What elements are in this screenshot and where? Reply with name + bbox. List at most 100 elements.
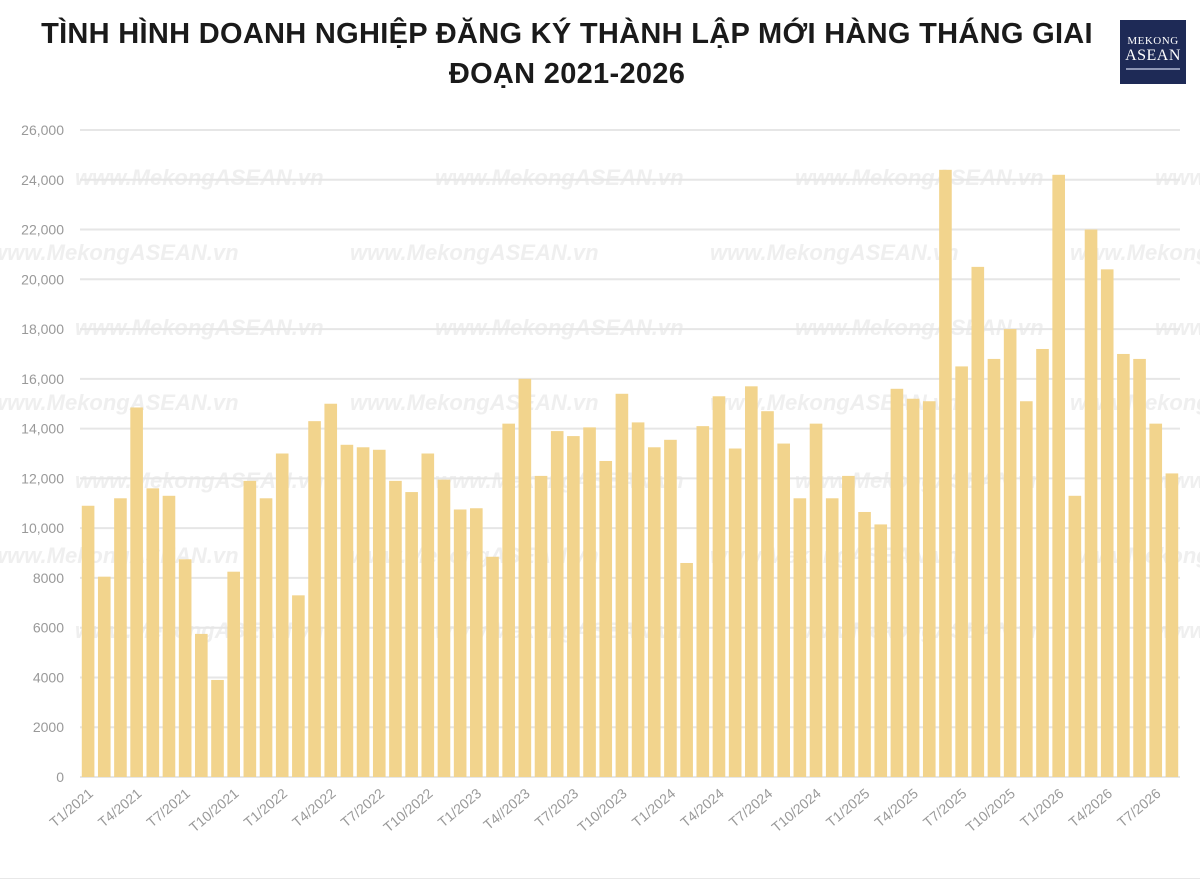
bar-T6-2025 xyxy=(939,169,952,777)
y-tick-label: 0 xyxy=(56,769,64,785)
logo-divider xyxy=(1126,68,1180,70)
bar-T5-2022 xyxy=(340,444,354,777)
bar-T8-2021 xyxy=(195,633,208,777)
bar-T2-2023 xyxy=(486,556,499,777)
bar-T11-2025 xyxy=(1020,401,1033,777)
bar-T8-2026 xyxy=(1165,473,1179,777)
watermark-text: www.MekongASEAN.vn xyxy=(435,165,684,190)
bar-T10-2022 xyxy=(421,453,435,777)
watermark-text: www.MekongASEAN.vn xyxy=(795,165,1044,190)
y-tick-label: 6000 xyxy=(33,620,64,636)
bar-T12-2021 xyxy=(259,498,273,777)
bar-T7-2022 xyxy=(372,449,386,777)
bar-T12-2023 xyxy=(647,447,661,777)
watermark-text: www.MekongASEAN.vn xyxy=(435,315,684,340)
bars-group xyxy=(81,169,1179,778)
x-tick-label: T1/2025 xyxy=(823,785,873,830)
bar-T5-2025 xyxy=(922,401,936,777)
y-tick-label: 2000 xyxy=(33,719,64,735)
x-tick-label: T4/2021 xyxy=(95,785,145,830)
bar-T10-2025 xyxy=(1003,329,1017,777)
x-tick-label: T4/2022 xyxy=(289,785,339,830)
bar-T8-2023 xyxy=(583,427,596,777)
bar-T3-2023 xyxy=(502,423,515,777)
bar-T1-2022 xyxy=(275,453,289,777)
bar-T7-2023 xyxy=(567,436,580,777)
x-tick-label: T7/2026 xyxy=(1114,785,1164,830)
watermark-text: www.MekongASEAN.vn xyxy=(0,240,239,265)
bar-T3-2021 xyxy=(114,498,127,777)
y-tick-label: 14,000 xyxy=(21,421,64,437)
watermark-text: www.MekongASEAN.vn xyxy=(1155,165,1200,190)
x-tick-label: T1/2021 xyxy=(46,785,96,830)
y-tick-label: 20,000 xyxy=(21,271,64,287)
bar-T12-2024 xyxy=(842,475,855,777)
mekong-asean-logo: MEKONG ASEAN xyxy=(1120,20,1186,84)
bar-T11-2023 xyxy=(631,422,645,777)
x-tick-label: T10/2025 xyxy=(962,785,1018,835)
bar-T2-2021 xyxy=(97,576,111,777)
bar-T4-2026 xyxy=(1100,269,1114,777)
bar-T10-2023 xyxy=(615,393,629,777)
bar-T8-2022 xyxy=(389,480,402,777)
bar-T9-2023 xyxy=(599,460,613,777)
bar-T12-2025 xyxy=(1036,348,1049,777)
bar-T6-2026 xyxy=(1133,358,1146,777)
bar-T7-2024 xyxy=(761,411,774,777)
x-tick-label: T1/2024 xyxy=(629,785,679,830)
bar-T5-2026 xyxy=(1117,353,1130,777)
y-tick-label: 12,000 xyxy=(21,470,64,486)
bar-T3-2025 xyxy=(890,388,904,777)
x-tick-label: T4//2023 xyxy=(480,785,533,833)
bar-T11-2021 xyxy=(243,480,257,777)
x-tick-label: T1/2023 xyxy=(435,785,485,830)
y-axis: 0 2000 4000 6000 8000 10,000 12,000 14,000 16,00… xyxy=(21,122,64,785)
x-tick-label: T10/2024 xyxy=(768,785,824,835)
watermark-text: www.MekongASEAN.vn xyxy=(75,315,324,340)
x-tick-label: T10/2022 xyxy=(380,785,436,835)
bar-T12-2022 xyxy=(453,509,467,777)
bottom-divider xyxy=(0,878,1200,879)
logo-line2: ASEAN xyxy=(1125,47,1181,64)
bar-T8-2025 xyxy=(971,266,985,777)
x-tick-label: T1/2022 xyxy=(240,785,290,830)
watermark-text: www.MekongASEAN.vn xyxy=(1155,315,1200,340)
bar-T5-2024 xyxy=(728,448,742,777)
bar-T9-2022 xyxy=(405,492,418,777)
bar-T9-2024 xyxy=(793,498,807,777)
y-tick-label: 10,000 xyxy=(21,520,64,536)
bar-T5-2021 xyxy=(146,488,160,777)
y-tick-label: 22,000 xyxy=(21,222,64,238)
bar-T4--2023 xyxy=(518,378,532,777)
watermark-text: www.MekongASEAN.vn xyxy=(710,240,959,265)
x-tick-label: T4/2026 xyxy=(1065,785,1115,830)
watermark-text: www.MekongASEAN.vn xyxy=(350,390,599,415)
bar-T5-2023 xyxy=(534,475,548,777)
bar-T4-2025 xyxy=(906,398,920,777)
watermark-text: www.MekongASEAN.vn xyxy=(0,390,239,415)
x-axis: T1/2021T4/2021T7/2021T10/2021T1/2022T4/2… xyxy=(46,785,1163,835)
bar-T11-2022 xyxy=(437,479,451,777)
bar-T4-2024 xyxy=(712,396,726,777)
bar-T2-2026 xyxy=(1068,495,1082,777)
bar-T8-2024 xyxy=(777,443,790,777)
bar-T6-2021 xyxy=(162,495,176,777)
watermark-text: www.MekongASEAN.vn xyxy=(75,165,324,190)
x-tick-label: T10/2021 xyxy=(186,785,242,835)
chart-title: TÌNH HÌNH DOANH NGHIỆP ĐĂNG KÝ THÀNH LẬP… xyxy=(41,18,1093,90)
bar-T1-2024 xyxy=(664,439,677,777)
bar-T1-2026 xyxy=(1052,174,1065,778)
bar-T7-2021 xyxy=(178,559,192,777)
bar-T6-2022 xyxy=(356,447,370,777)
x-tick-label: T10/2023 xyxy=(574,785,630,835)
bar-T9-2021 xyxy=(211,679,224,777)
y-tick-label: 26,000 xyxy=(21,122,64,138)
logo-line1: MEKONG xyxy=(1127,35,1179,47)
bar-T10-2021 xyxy=(227,571,240,777)
bar-T1-2021 xyxy=(81,505,95,777)
watermark-text: www.MekongASEAN.vn xyxy=(350,240,599,265)
bar-T2-2024 xyxy=(680,562,693,777)
watermark-text: www.MekongASEAN.vn xyxy=(795,315,1044,340)
bar-T2-2025 xyxy=(874,524,888,777)
